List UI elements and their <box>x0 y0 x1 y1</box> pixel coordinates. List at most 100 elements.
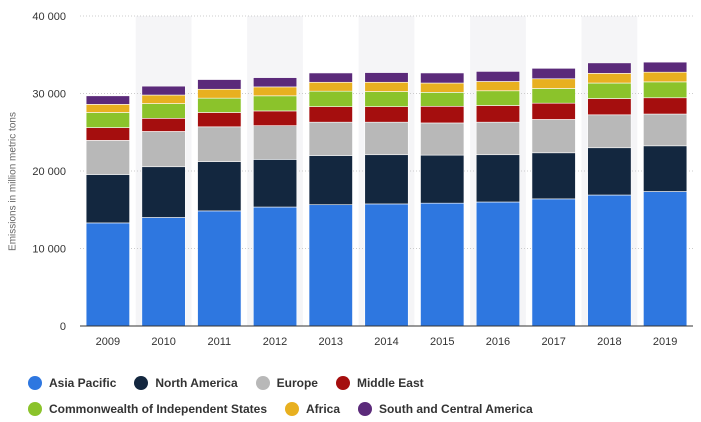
y-tick-label: 20 000 <box>32 166 66 178</box>
legend-item[interactable]: Asia Pacific <box>28 370 116 396</box>
legend-item[interactable]: Commonwealth of Independent States <box>28 396 267 422</box>
bar-segment[interactable] <box>85 95 130 105</box>
legend-swatch <box>285 402 300 416</box>
bar-segment[interactable] <box>643 71 688 83</box>
bar-segment[interactable] <box>253 159 298 208</box>
x-tick-label: 2010 <box>151 336 175 348</box>
x-tick-label: 2009 <box>96 336 120 348</box>
bar-segment[interactable] <box>308 81 353 92</box>
legend-swatch <box>358 402 373 416</box>
legend-item[interactable]: North America <box>134 370 238 396</box>
bar-segment[interactable] <box>141 85 186 96</box>
bar-segment[interactable] <box>85 127 130 141</box>
y-tick-label: 10 000 <box>32 244 66 256</box>
bar-segment[interactable] <box>253 110 298 126</box>
bar-segment[interactable] <box>197 126 242 162</box>
legend-item[interactable]: Europe <box>255 370 318 396</box>
bar-segment[interactable] <box>308 90 353 107</box>
bar-segment[interactable] <box>141 217 186 327</box>
bar-segment[interactable] <box>531 198 576 327</box>
bar-segment[interactable] <box>197 97 242 113</box>
x-tick-label: 2014 <box>374 336 398 348</box>
bar-segment[interactable] <box>85 140 130 175</box>
bar-segment[interactable] <box>85 174 130 224</box>
bar-segment[interactable] <box>643 81 688 99</box>
bar-segment[interactable] <box>364 91 409 107</box>
bar-segment[interactable] <box>587 82 632 99</box>
bar-segment[interactable] <box>587 194 632 327</box>
bar-segment[interactable] <box>308 121 353 156</box>
bar-segment[interactable] <box>197 79 242 90</box>
bar-segment[interactable] <box>531 88 576 104</box>
bar-segment[interactable] <box>364 203 409 327</box>
bar-segment[interactable] <box>587 98 632 116</box>
bar-segment[interactable] <box>253 86 298 97</box>
bar-segment[interactable] <box>141 118 186 132</box>
bar-segment[interactable] <box>475 81 520 92</box>
y-axis-ticks: 0 10 000 20 000 30 000 40 000 <box>32 11 66 333</box>
bar-segment[interactable] <box>587 114 632 149</box>
x-tick-label: 2017 <box>541 336 565 348</box>
bar-segment[interactable] <box>475 154 520 203</box>
bar-segment[interactable] <box>141 131 186 168</box>
bar-segment[interactable] <box>85 112 130 128</box>
bar-segment[interactable] <box>587 147 632 196</box>
bar-segment[interactable] <box>531 78 576 89</box>
bar-segment[interactable] <box>531 119 576 154</box>
bar-segment[interactable] <box>197 88 242 99</box>
bar-segment[interactable] <box>253 206 298 327</box>
bar-segment[interactable] <box>475 105 520 123</box>
bar-segment[interactable] <box>85 104 130 113</box>
bar-segment[interactable] <box>587 62 632 74</box>
bar-segment[interactable] <box>364 106 409 123</box>
legend-swatch <box>28 376 42 390</box>
bar-segment[interactable] <box>420 72 465 84</box>
bar-segment[interactable] <box>475 201 520 327</box>
bar-segment[interactable] <box>420 122 465 156</box>
bar-segment[interactable] <box>475 90 520 106</box>
bar-segment[interactable] <box>253 95 298 112</box>
bar-segment[interactable] <box>308 106 353 123</box>
bar-segment[interactable] <box>85 222 130 327</box>
bar-segment[interactable] <box>475 121 520 156</box>
bar-segment[interactable] <box>364 154 409 205</box>
bar-segment[interactable] <box>253 77 298 88</box>
bar-segment[interactable] <box>364 81 409 92</box>
bar-segment[interactable] <box>587 73 632 84</box>
bar-segment[interactable] <box>197 161 242 212</box>
bar-segment[interactable] <box>197 112 242 128</box>
legend-item[interactable]: South and Central America <box>358 396 533 422</box>
bar-segment[interactable] <box>643 61 688 73</box>
x-tick-label: 2012 <box>263 336 287 348</box>
legend-item[interactable]: Middle East <box>335 370 424 396</box>
bar-segment[interactable] <box>531 102 576 120</box>
legend-label: Asia Pacific <box>49 376 117 390</box>
legend-item[interactable]: Africa <box>285 396 340 422</box>
bar-segment[interactable] <box>643 191 688 327</box>
bar-segment[interactable] <box>197 210 242 327</box>
bar-segment[interactable] <box>531 68 576 80</box>
bar-segment[interactable] <box>308 72 353 83</box>
legend-label: North America <box>155 376 238 390</box>
bar-segment[interactable] <box>141 103 186 119</box>
bar-segment[interactable] <box>420 82 465 93</box>
bar-segment[interactable] <box>364 72 409 83</box>
bar-segment[interactable] <box>308 204 353 327</box>
bar-segment[interactable] <box>420 202 465 327</box>
x-tick-label: 2015 <box>430 336 454 348</box>
bar-segment[interactable] <box>141 166 186 218</box>
bar-segment[interactable] <box>420 92 465 107</box>
bar-segment[interactable] <box>253 125 298 160</box>
bar-segment[interactable] <box>308 155 353 206</box>
bar-segment[interactable] <box>420 105 465 124</box>
bar-segment[interactable] <box>420 154 465 204</box>
bar-segment[interactable] <box>643 113 688 147</box>
bar-segment[interactable] <box>643 97 688 115</box>
x-tick-label: 2019 <box>653 336 677 348</box>
bar-segment[interactable] <box>364 121 409 156</box>
bars <box>85 61 688 327</box>
bar-segment[interactable] <box>141 94 186 104</box>
bar-segment[interactable] <box>531 152 576 200</box>
bar-segment[interactable] <box>475 71 520 82</box>
bar-segment[interactable] <box>643 145 688 192</box>
